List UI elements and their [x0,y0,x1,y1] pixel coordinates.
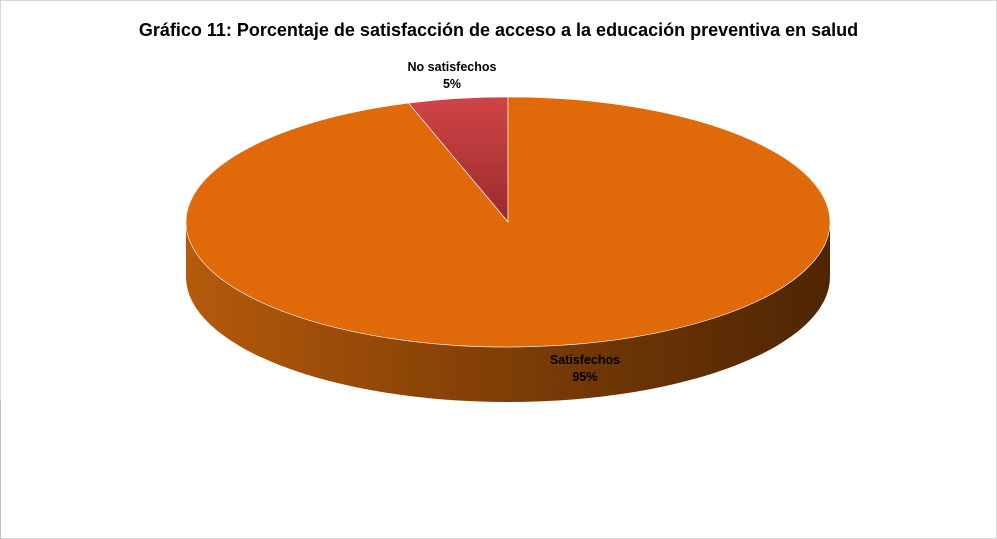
pie-side-wall [186,222,830,402]
frame-left-edge [0,400,1,539]
pie-slice-satisfechos[interactable] [185,96,831,348]
data-label-percent-1: 95% [572,370,597,384]
data-label-percent-0: 5% [443,77,461,91]
data-label-category-1: Satisfechos [550,353,620,367]
data-label-category-0: No satisfechos [408,60,497,74]
chart-title: Gráfico 11: Porcentaje de satisfacción d… [138,20,859,40]
